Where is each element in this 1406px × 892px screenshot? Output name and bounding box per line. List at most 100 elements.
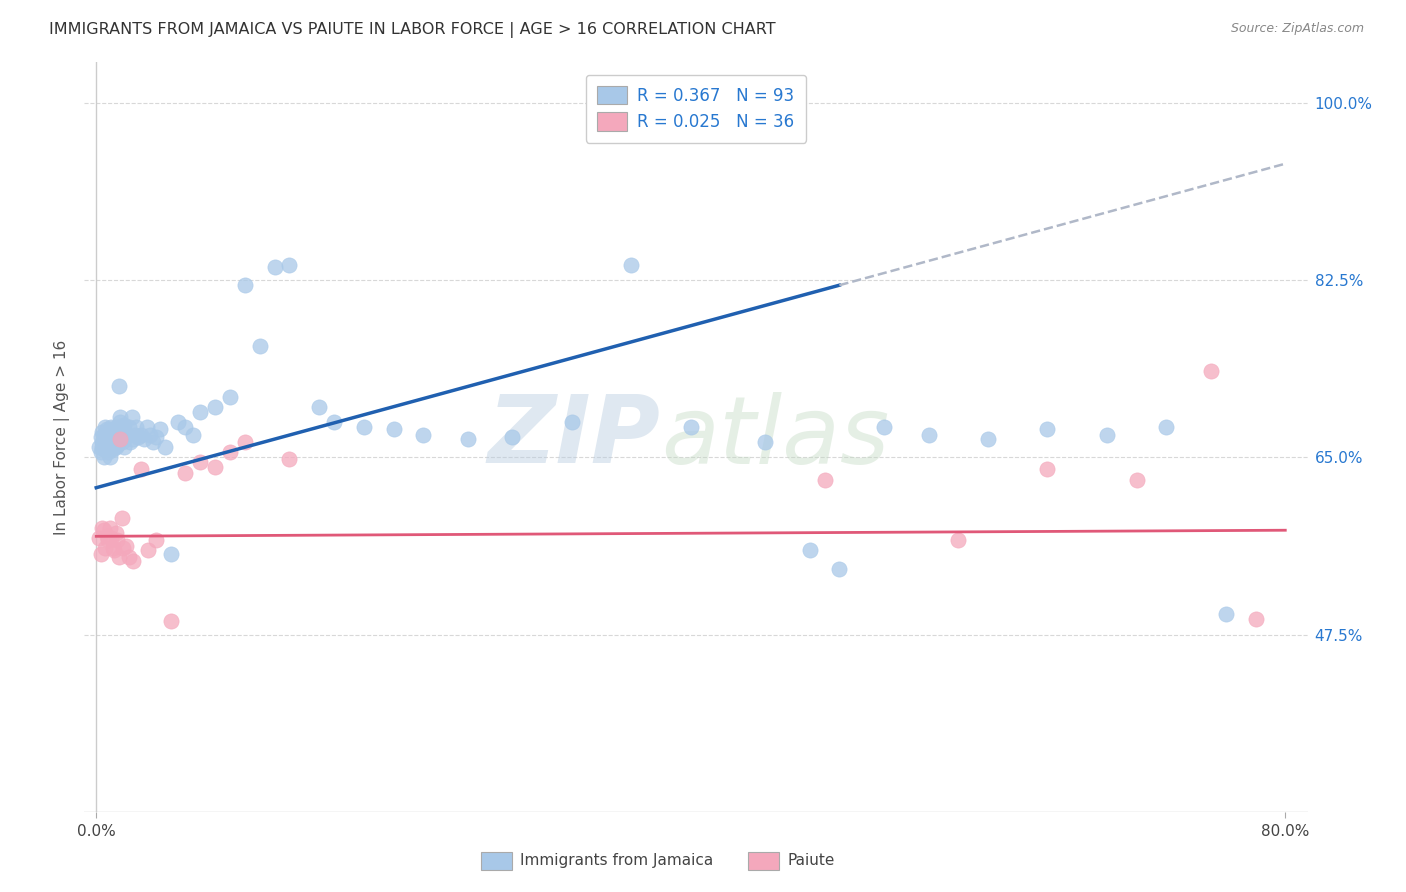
Point [104,420,127,434]
Point [91,440,114,454]
Point [107,379,129,393]
Point [105,438,128,452]
Point [135,420,157,434]
Point [204,460,226,475]
Point [118,549,141,564]
Point [129,428,152,442]
Point [457,432,479,446]
Point [97,435,120,450]
Point [93,432,115,446]
Text: Paiute: Paiute [787,854,835,868]
Point [233,435,256,450]
Point [96,432,118,446]
Point [100,532,122,546]
Point [114,417,136,432]
Point [104,526,127,541]
Point [948,533,970,548]
Text: atlas: atlas [661,392,890,483]
Point [90,547,112,561]
Point [93,450,115,465]
Point [107,432,129,446]
Point [1036,422,1059,436]
Point [120,435,142,450]
Point [101,422,124,436]
Point [249,339,271,353]
Point [561,415,583,429]
Point [219,390,242,404]
Point [124,428,146,442]
Point [108,432,131,446]
Legend: R = 0.367   N = 93, R = 0.025   N = 36: R = 0.367 N = 93, R = 0.025 N = 36 [586,75,806,143]
Point [278,258,301,272]
Point [107,549,129,564]
Point [1036,462,1059,476]
Point [115,540,138,554]
Point [111,420,134,434]
Point [89,532,111,546]
Point [90,445,112,459]
Point [263,260,285,274]
Point [96,422,118,436]
Point [153,440,176,454]
Point [501,430,523,444]
Point [136,543,159,558]
Point [127,430,149,444]
Point [115,430,138,444]
Point [278,452,301,467]
Point [117,428,139,442]
Point [1095,428,1118,442]
Point [103,543,125,558]
Point [1156,420,1178,434]
Point [93,442,115,457]
Point [188,455,211,469]
Point [233,278,256,293]
Point [121,409,143,424]
Point [145,533,167,548]
Point [353,420,375,434]
Point [98,521,121,535]
Point [1125,473,1147,487]
Point [412,428,434,442]
Point [98,450,121,465]
Point [145,430,167,444]
Point [1215,607,1237,622]
Point [96,428,118,442]
Point [110,511,132,525]
Point [103,435,125,450]
Point [149,422,172,436]
Point [101,442,124,457]
Point [91,425,114,439]
Point [813,473,835,487]
Point [89,440,111,454]
Point [1244,612,1267,626]
Point [101,541,124,556]
Point [101,432,124,446]
Point [110,435,132,450]
Point [159,615,181,629]
Point [108,415,131,429]
Point [96,440,118,454]
Point [188,405,211,419]
Point [91,521,114,535]
Point [110,428,132,442]
Point [103,430,125,444]
Point [132,432,155,446]
Text: ZIP: ZIP [488,391,659,483]
Point [100,420,122,434]
Y-axis label: In Labor Force | Age > 16: In Labor Force | Age > 16 [55,340,70,534]
Point [122,553,145,567]
Point [873,420,896,434]
Point [97,445,120,459]
Point [94,541,117,556]
Point [96,529,118,543]
Point [105,425,128,439]
Point [917,428,939,442]
Point [91,435,114,450]
Point [98,442,121,457]
Point [118,420,141,434]
Point [100,428,122,442]
Point [98,430,121,444]
Point [125,420,148,434]
Point [754,435,776,450]
Point [142,435,165,450]
